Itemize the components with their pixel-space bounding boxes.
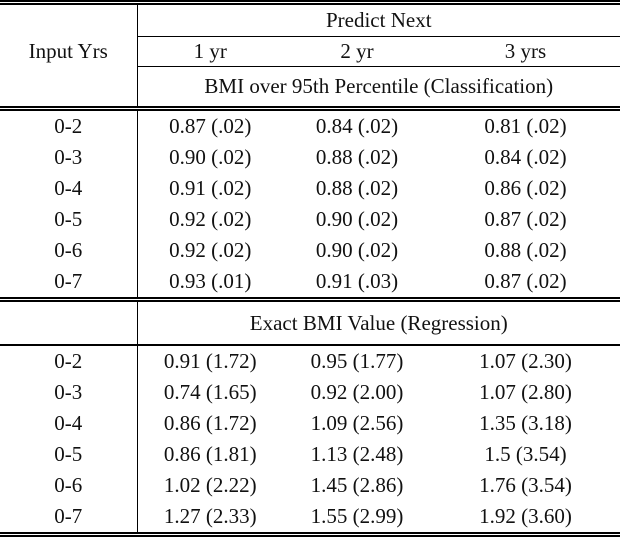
predict-next-header: Predict Next	[137, 5, 620, 37]
predict-next-row: Predict Next	[0, 5, 620, 37]
row-label: 0-6	[0, 470, 138, 501]
row-label: 0-3	[0, 377, 138, 408]
cell-value: 1.27 (2.33)	[163, 504, 257, 528]
cell-value: 1.09 (2.56)	[310, 411, 404, 435]
section-empty-cell	[0, 66, 138, 111]
cell-value: 0.91 (.03)	[315, 269, 399, 293]
row-label: 0-7	[0, 501, 138, 532]
section-empty-cell	[0, 297, 138, 346]
cell-value: 0.92 (.02)	[169, 238, 252, 262]
input-yrs-header: Input Yrs	[0, 36, 138, 67]
cell-value: 1.92 (3.60)	[479, 504, 572, 528]
cell-value: 0.86 (1.81)	[163, 442, 257, 466]
cell-value: 0.92 (2.00)	[310, 380, 404, 404]
table-row: 0-6 1.02 (2.22) 1.45 (2.86) 1.76 (3.54)	[0, 470, 620, 501]
table-row: 0-3 0.74 (1.65) 0.92 (2.00) 1.07 (2.80)	[0, 377, 620, 408]
cell-value: 0.87 (.02)	[169, 114, 252, 138]
cell-value: 1.76 (3.54)	[479, 473, 572, 497]
table-row: 0-4 0.86 (1.72) 1.09 (2.56) 1.35 (3.18)	[0, 408, 620, 439]
row-label: 0-4	[0, 408, 138, 439]
cell-value: 0.90 (.02)	[315, 238, 399, 262]
cell-value: 0.74 (1.65)	[163, 380, 257, 404]
table-row: 0-3 0.90 (.02) 0.88 (.02) 0.84 (.02)	[0, 142, 620, 173]
row-label: 0-3	[0, 142, 138, 173]
row-label: 0-7	[0, 266, 138, 300]
table-row: 0-7 1.27 (2.33) 1.55 (2.99) 1.92 (3.60)	[0, 501, 620, 532]
cell-value: 1.35 (3.18)	[479, 411, 572, 435]
table-row: 0-4 0.91 (.02) 0.88 (.02) 0.86 (.02)	[0, 173, 620, 204]
row-label: 0-2	[0, 345, 138, 377]
cell-value: 0.86 (.02)	[484, 176, 567, 200]
table-row: 0-5 0.86 (1.81) 1.13 (2.48) 1.5 (3.54)	[0, 439, 620, 470]
row-label: 0-6	[0, 235, 138, 266]
cell-value: 0.95 (1.77)	[310, 349, 404, 373]
cell-value: 1.55 (2.99)	[310, 504, 404, 528]
cell-value: 0.88 (.02)	[315, 176, 399, 200]
cell-value: 1.02 (2.22)	[163, 473, 257, 497]
cell-value: 0.88 (.02)	[484, 238, 567, 262]
table-row: 0-2 0.91 (1.72) 0.95 (1.77) 1.07 (2.30)	[0, 345, 620, 377]
cell-value: 0.92 (.02)	[169, 207, 252, 231]
cell-value: 1.45 (2.86)	[310, 473, 404, 497]
table-row: 0-7 0.93 (.01) 0.91 (.03) 0.87 (.02)	[0, 266, 620, 300]
col-header-3yrs: 3 yrs	[431, 36, 620, 67]
col-header-1yr: 1 yr	[137, 36, 283, 67]
cell-value: 0.87 (.02)	[484, 269, 567, 293]
results-table: Predict Next Input Yrs 1 yr 2 yr 3 yrs B…	[0, 5, 620, 532]
row-label: 0-2	[0, 108, 138, 142]
table-row: 0-6 0.92 (.02) 0.90 (.02) 0.88 (.02)	[0, 235, 620, 266]
cell-value: 0.93 (.01)	[169, 269, 252, 293]
year-headers-row: Input Yrs 1 yr 2 yr 3 yrs	[0, 36, 620, 67]
cell-value: 1.5 (3.54)	[484, 442, 567, 466]
row-label: 0-4	[0, 173, 138, 204]
cell-value: 0.84 (.02)	[315, 114, 399, 138]
table-row: 0-2 0.87 (.02) 0.84 (.02) 0.81 (.02)	[0, 108, 620, 142]
cell-value: 0.87 (.02)	[484, 207, 567, 231]
col-header-2yr: 2 yr	[283, 36, 431, 67]
cell-value: 0.88 (.02)	[315, 145, 399, 169]
row-label: 0-5	[0, 204, 138, 235]
classification-section-title: BMI over 95th Percentile (Classification…	[137, 66, 620, 111]
cell-value: 0.91 (1.72)	[163, 349, 257, 373]
cell-value: 0.81 (.02)	[484, 114, 567, 138]
cell-value: 0.86 (1.72)	[163, 411, 257, 435]
cell-value: 1.07 (2.80)	[479, 380, 572, 404]
regression-section-title: Exact BMI Value (Regression)	[137, 297, 620, 346]
cell-value: 1.07 (2.30)	[479, 349, 572, 373]
cell-value: 0.90 (.02)	[169, 145, 252, 169]
cell-value: 0.91 (.02)	[169, 176, 252, 200]
cell-value: 0.90 (.02)	[315, 207, 399, 231]
regression-section-row: Exact BMI Value (Regression)	[0, 297, 620, 346]
cell-value: 1.13 (2.48)	[310, 442, 404, 466]
row-label: 0-5	[0, 439, 138, 470]
cell-value: 0.84 (.02)	[484, 145, 567, 169]
classification-section-row: BMI over 95th Percentile (Classification…	[0, 66, 620, 111]
table-row: 0-5 0.92 (.02) 0.90 (.02) 0.87 (.02)	[0, 204, 620, 235]
corner-empty-cell	[0, 5, 138, 37]
